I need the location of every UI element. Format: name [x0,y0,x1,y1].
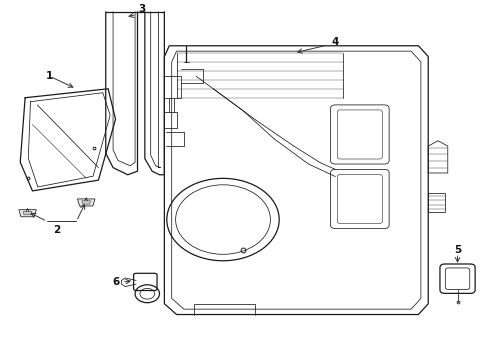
Text: 3: 3 [139,4,146,14]
Polygon shape [77,199,95,206]
Text: 5: 5 [454,245,461,255]
Text: 2: 2 [53,225,60,235]
Text: 4: 4 [332,37,339,47]
Text: 1: 1 [46,71,53,81]
Polygon shape [19,210,36,217]
Text: 6: 6 [112,277,119,287]
Polygon shape [82,201,91,204]
Polygon shape [23,212,32,215]
